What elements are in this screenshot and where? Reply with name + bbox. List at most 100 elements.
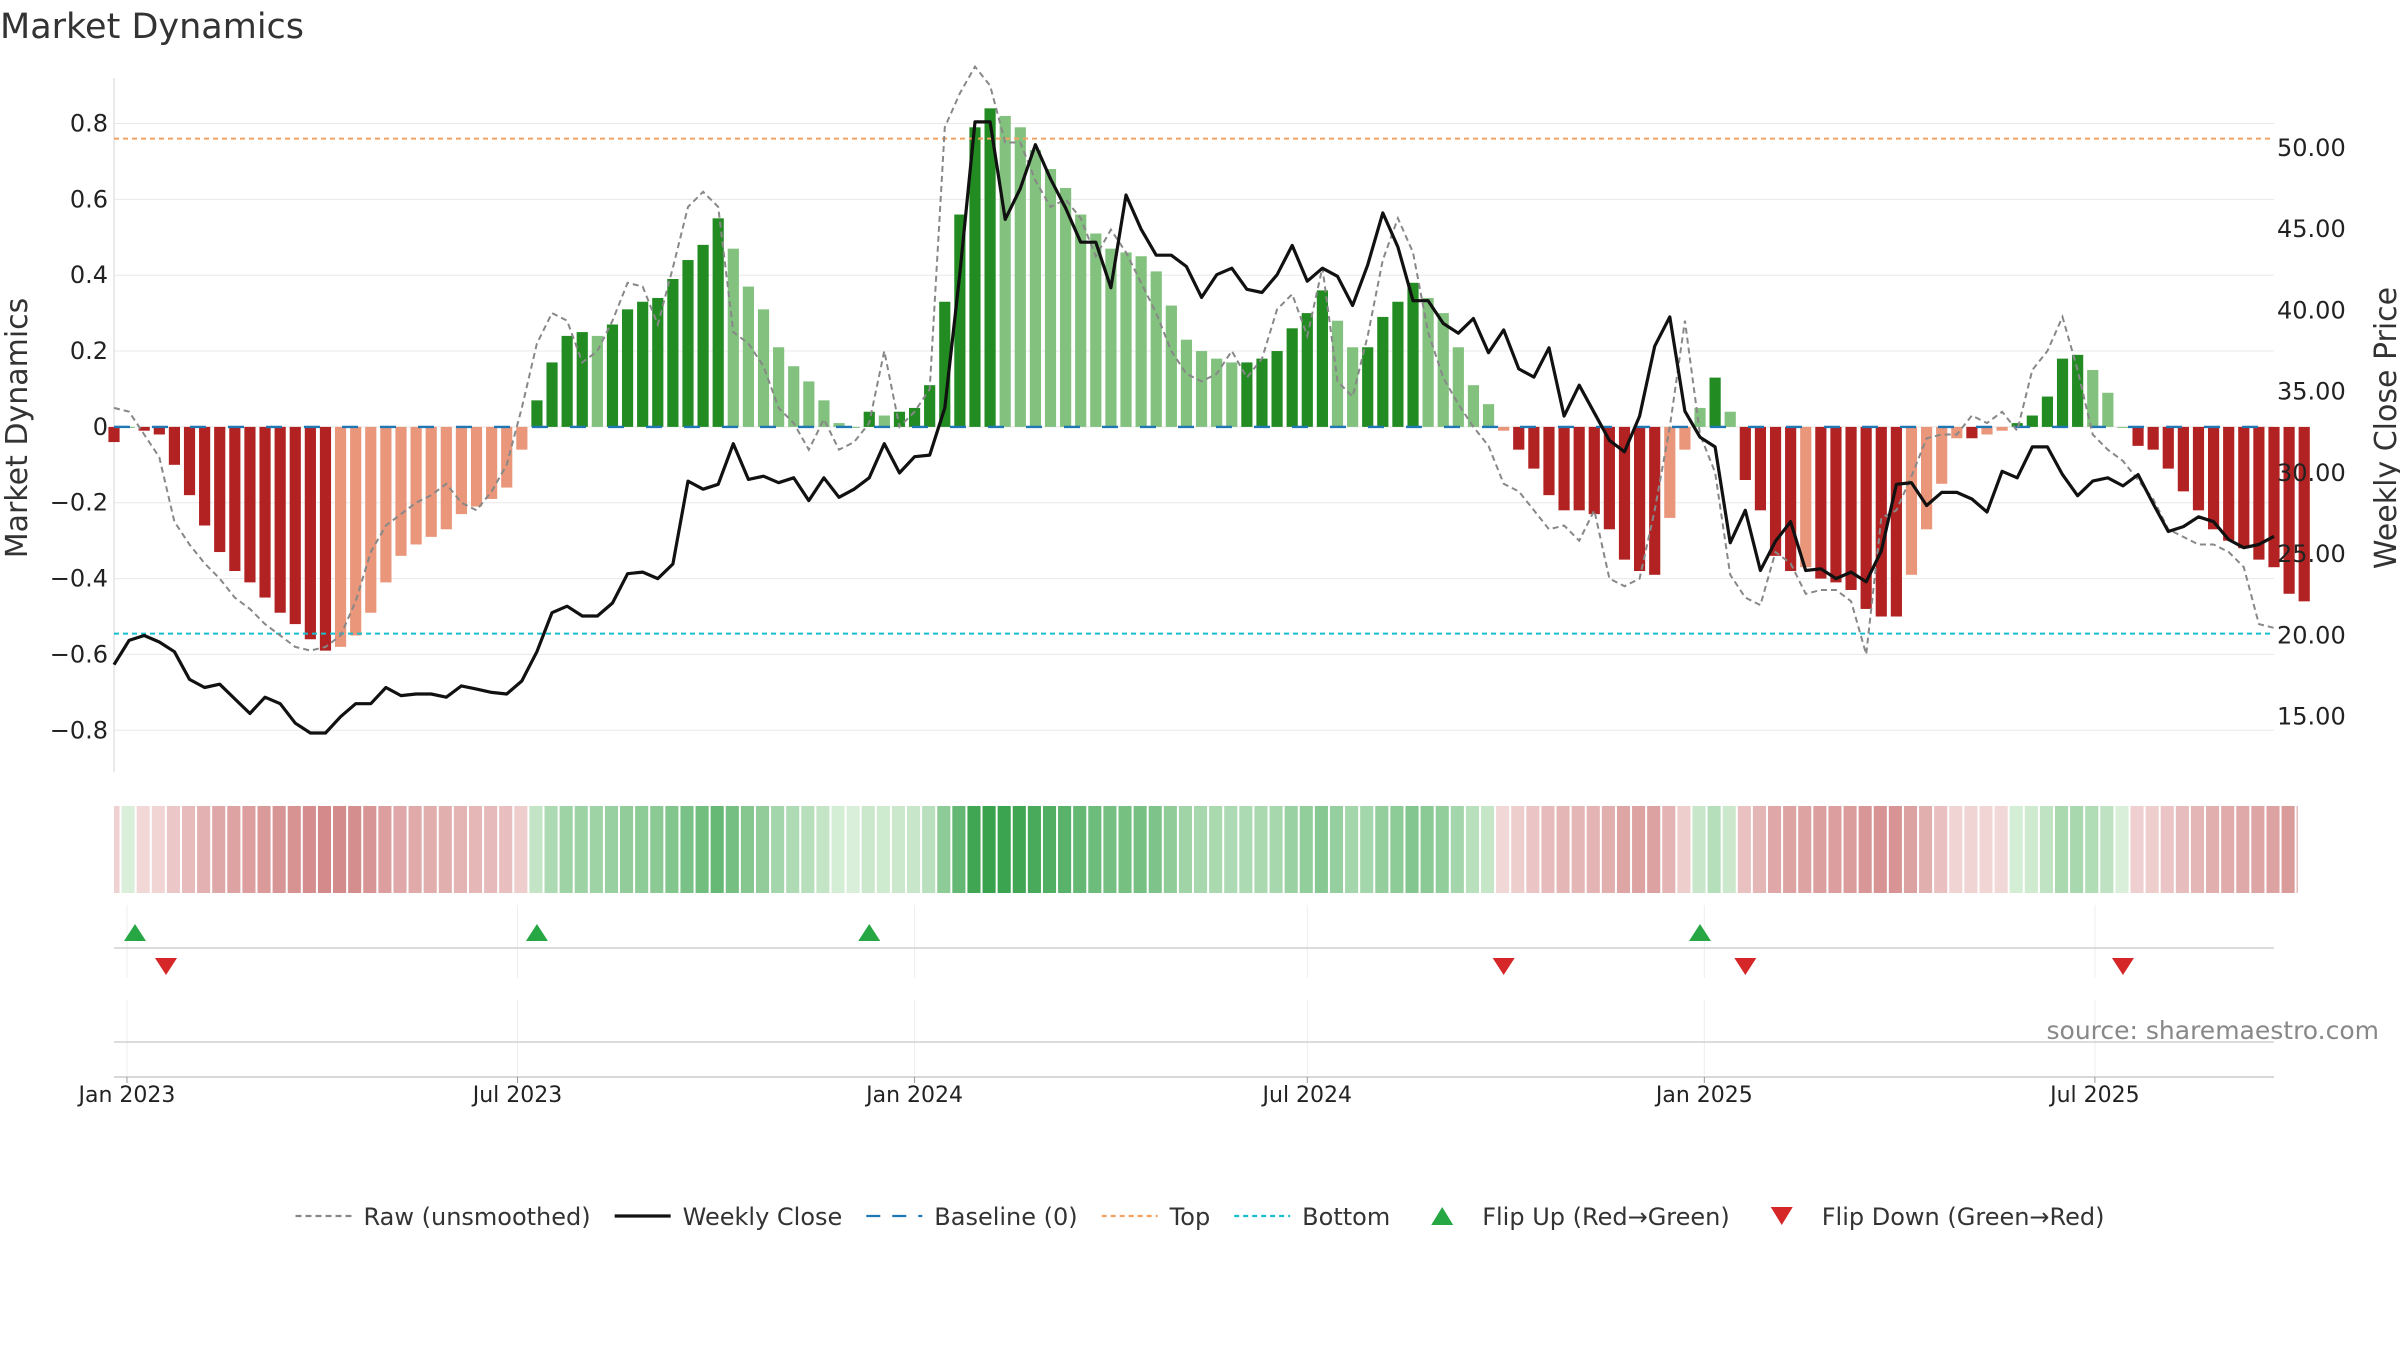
dynamics-bar: [848, 426, 860, 428]
heat-cell: [1209, 806, 1223, 893]
heat-cell: [423, 806, 437, 893]
dynamics-bar: [1407, 282, 1419, 427]
dynamics-bar: [501, 426, 513, 488]
dynamics-bar: [1769, 426, 1782, 556]
heat-cell: [136, 806, 150, 893]
heat-cell: [363, 806, 377, 893]
dynamics-bar: [863, 411, 875, 427]
dynamics-bar: [1286, 328, 1298, 427]
dynamics-bar: [2207, 426, 2220, 530]
heat-cell: [1979, 806, 1993, 893]
heat-cell: [755, 806, 770, 893]
dynamics-bar: [1135, 256, 1147, 427]
heat-cell: [1783, 806, 1797, 893]
dynamics-bar: [1014, 127, 1026, 427]
dynamics-bar: [1150, 271, 1162, 427]
right-tick-label: 15.00: [2277, 703, 2346, 731]
dynamics-bar: [878, 415, 890, 427]
dynamics-bar: [1996, 426, 2008, 431]
heat-cell: [2054, 806, 2069, 893]
heat-cell: [1480, 806, 1495, 893]
flip-down-marker: [1734, 958, 1757, 975]
dynamics-bar: [350, 426, 362, 636]
heat-cell: [1858, 806, 1872, 893]
heat-cell: [1299, 806, 1313, 893]
dynamics-bar: [1377, 316, 1389, 427]
dynamics-bar: [1060, 187, 1072, 427]
heat-cell: [1088, 806, 1102, 893]
heat-cell: [1450, 806, 1464, 893]
dynamics-bar: [1951, 426, 1963, 439]
heat-cell: [499, 806, 513, 893]
heat-cell: [348, 806, 362, 893]
left-axis-ticks: 0.8 0.6 0.4 0.2 0 −0.2 −0.4 −0.6 −0.8: [50, 110, 108, 745]
legend-label: Baseline (0): [934, 1203, 1077, 1231]
heat-cell: [589, 806, 603, 893]
dynamics-bar: [380, 426, 392, 583]
dynamics-bar: [1256, 358, 1268, 427]
heat-cell: [2296, 806, 2298, 893]
heat-cell: [710, 806, 724, 893]
heat-cell: [846, 806, 860, 893]
heat-cell: [212, 806, 226, 893]
heat-cell: [2145, 806, 2159, 893]
heat-cell: [1178, 806, 1192, 893]
dynamics-bar: [1966, 426, 1978, 439]
dynamics-bar: [1467, 385, 1480, 427]
heat-cell: [257, 806, 271, 893]
dynamics-bar: [2117, 426, 2129, 428]
dynamics-bar: [1392, 301, 1404, 427]
dynamics-bar: [1920, 426, 1933, 530]
heat-cell: [922, 806, 936, 893]
heat-cell: [114, 806, 120, 893]
heat-cell: [1526, 806, 1540, 893]
heat-cell: [2221, 806, 2235, 893]
dynamics-bar: [274, 426, 286, 613]
dynamics-bar: [395, 426, 407, 556]
dynamics-bar: [1498, 426, 1510, 431]
flip-markers-panel: [124, 924, 2134, 975]
heat-cell: [2024, 806, 2038, 893]
heat-cell: [1163, 806, 1177, 893]
dynamics-bar: [2162, 426, 2174, 469]
flip-up-marker: [124, 924, 146, 941]
dynamics-bar: [470, 426, 483, 507]
dynamics-bar: [365, 426, 377, 613]
dynamics-bar: [1739, 426, 1751, 480]
legend-item: Weekly Close: [614, 1203, 842, 1231]
axes: [113, 78, 2274, 1078]
dynamics-bar: [2283, 426, 2295, 594]
regime-heat-strip: [114, 806, 2298, 893]
heat-cell: [197, 806, 211, 893]
heat-cell: [1601, 806, 1615, 893]
heat-cell: [166, 806, 180, 893]
heat-cell: [771, 806, 785, 893]
heat-cell: [1828, 806, 1842, 893]
dynamics-bar: [1513, 426, 1525, 450]
dynamics-bar: [1331, 320, 1344, 427]
right-tick-label: 50.00: [2277, 134, 2346, 162]
heat-cell: [1994, 806, 2008, 893]
left-tick-label: −0.2: [50, 489, 108, 517]
heat-cell: [121, 806, 135, 893]
dynamics-bar: [1422, 297, 1434, 427]
dynamics-bar: [818, 400, 830, 427]
dynamics-bar: [516, 426, 528, 450]
heat-cell: [1420, 806, 1434, 893]
dynamics-bar: [1120, 252, 1132, 427]
dynamics-bar: [1815, 426, 1827, 579]
dynamics-bar: [2223, 426, 2235, 541]
heat-cell: [786, 806, 800, 893]
heat-cell: [695, 806, 709, 893]
dynamics-bar: [1845, 426, 1857, 590]
heat-cell: [2115, 806, 2129, 893]
dynamics-bar: [727, 248, 739, 427]
heat-cell: [1934, 806, 1948, 893]
heat-cell: [1118, 806, 1132, 893]
heat-cell: [1632, 806, 1646, 893]
dynamics-bar: [2177, 426, 2189, 492]
heat-cell: [635, 806, 649, 893]
dynamics-bar: [1180, 339, 1193, 427]
heat-cell: [1798, 806, 1812, 893]
dynamics-bar: [2132, 426, 2144, 446]
